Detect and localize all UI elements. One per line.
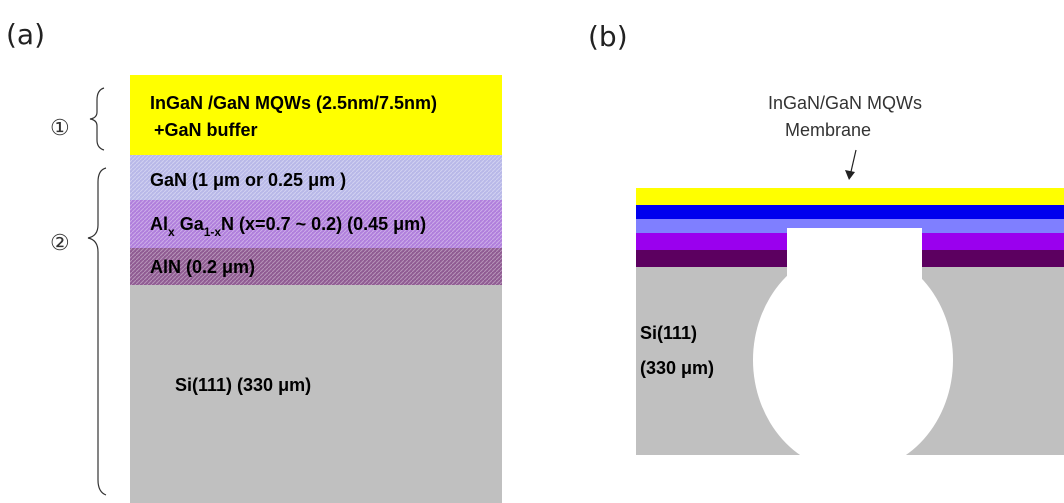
arrow-head: [845, 170, 855, 180]
callout: InGaN/GaN MQWs: [768, 93, 922, 113]
brace: [88, 168, 106, 495]
brace: [90, 88, 104, 150]
group-marker: ①: [50, 115, 70, 140]
panel-label: (b): [588, 20, 628, 53]
layer-text: GaN (1 μm or 0.25 μm ): [150, 170, 346, 190]
cavity: [753, 248, 953, 472]
callout: Membrane: [785, 120, 871, 140]
layer-text: AlN (0.2 μm): [150, 257, 255, 277]
text-part: Ga: [175, 214, 205, 234]
diagram: (a) InGaN /GaN MQWs (2.5nm/7.5nm) +GaN b…: [0, 0, 1064, 503]
mqw-layer: [636, 188, 1064, 205]
layer-text: InGaN /GaN MQWs (2.5nm/7.5nm): [150, 93, 437, 113]
text-part: Al: [150, 214, 168, 234]
text-part: N (x=0.7 ~ 0.2) (0.45 μm): [221, 214, 426, 234]
cavity-clip: [760, 455, 950, 503]
layer-text: +GaN buffer: [154, 120, 258, 140]
layer-text: Si(111) (330 μm): [175, 375, 311, 395]
panel-label: (a): [6, 18, 45, 51]
mqw-layer: [130, 75, 502, 155]
gan-layer: [636, 205, 1064, 219]
layer-text: Si(111): [640, 323, 697, 343]
subscript: 1-x: [204, 225, 222, 239]
group-marker: ②: [50, 230, 70, 255]
layer-text: (330 μm): [640, 358, 714, 378]
